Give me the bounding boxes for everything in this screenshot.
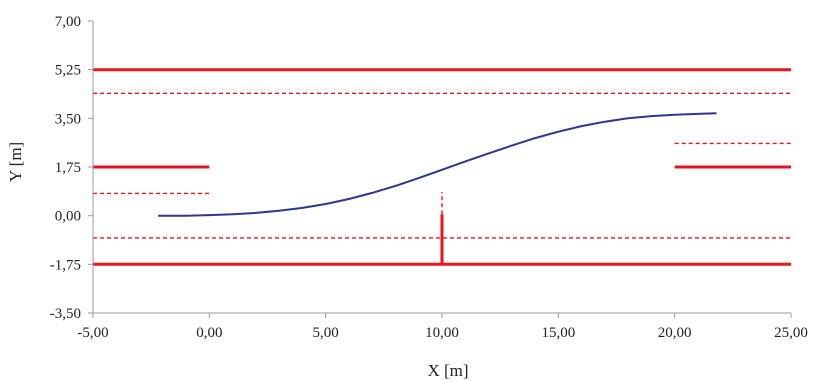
x-tick-label: 20,00 [658, 325, 692, 341]
x-axis-title: X [m] [427, 361, 468, 380]
y-tick-label: 5,25 [55, 63, 81, 79]
plot-area [93, 68, 791, 266]
trajectory-line [158, 112, 717, 217]
x-tick-label: 15,00 [541, 325, 575, 341]
y-tick-label: 1,75 [55, 160, 81, 176]
y-tick-label: 3,50 [55, 111, 81, 127]
x-tick-label: -5,00 [77, 325, 108, 341]
x-tick-label: 10,00 [425, 325, 459, 341]
x-tick-label: 25,00 [774, 325, 808, 341]
y-axis-title: Y [m] [6, 142, 25, 182]
y-tick-label: -1,75 [50, 257, 81, 273]
y-axis-ticks: -3,50 -1,75 0,00 1,75 3,50 5,25 7,00 [50, 14, 93, 322]
y-tick-label: -3,50 [50, 306, 81, 322]
y-tick-label: 7,00 [55, 14, 81, 30]
x-axis-ticks: -5,00 0,00 5,00 10,00 15,00 20,00 25,00 [77, 313, 808, 341]
y-tick-label: 0,00 [55, 209, 81, 225]
x-tick-label: 5,00 [313, 325, 339, 341]
x-tick-label: 0,00 [196, 325, 222, 341]
